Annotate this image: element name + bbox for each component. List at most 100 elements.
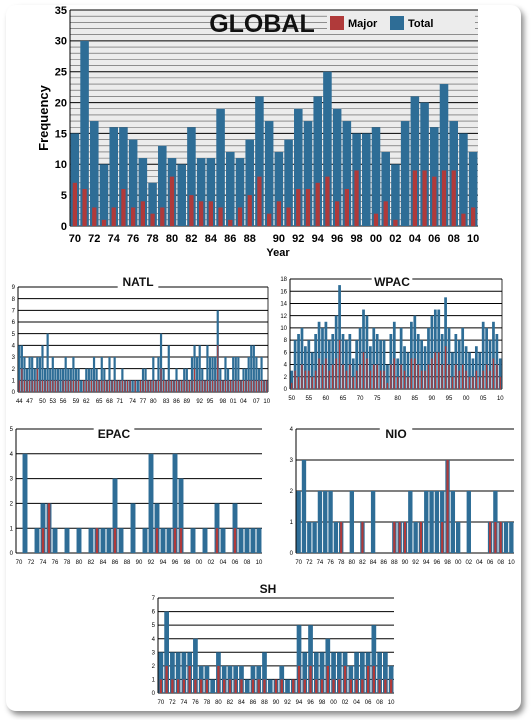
sh-major-bar: [274, 679, 278, 693]
global-major-bar: [451, 170, 456, 226]
epac-total-bar: [106, 528, 112, 553]
epac-xtick-label: 04: [220, 560, 227, 566]
nio-total-bar: [296, 491, 301, 553]
sh-major-bar: [315, 679, 318, 693]
global-total-bar: [177, 164, 186, 226]
global-total-bar: [459, 133, 468, 226]
sh-major-bar: [176, 679, 180, 693]
natl-major-bar: [170, 380, 172, 392]
natl-major-bar: [114, 380, 116, 392]
epac-total-bar: [220, 528, 226, 553]
global-total-bar: [99, 164, 109, 226]
global-ytick-label: 30: [55, 36, 67, 48]
natl-major-bar: [209, 380, 211, 392]
nio-xtick-label: 78: [338, 560, 345, 566]
wpac-major-bar: [499, 376, 501, 389]
natl-ytick-label: 2: [12, 367, 16, 373]
global-xtick-label: 92: [292, 233, 304, 245]
global-total-bar: [80, 40, 89, 226]
nio-xtick-label: 82: [359, 560, 366, 566]
natl-total-bar: [113, 357, 116, 392]
natl-xtick-label: 44: [16, 399, 23, 405]
sh-ytick-label: 3: [152, 650, 156, 656]
natl-major-bar: [98, 380, 100, 392]
wpac-ytick-label: 10: [280, 326, 287, 332]
natl-major-bar: [101, 380, 103, 392]
global-xtick-label: 82: [185, 233, 197, 245]
wpac-total-bar: [389, 334, 393, 389]
wpac-total-bar: [300, 327, 304, 389]
epac-total-bar: [22, 453, 28, 553]
global-total-bar: [400, 121, 410, 226]
sh-total-bar: [193, 638, 198, 693]
natl-major-bar: [142, 380, 144, 392]
wpac-xtick-label: 80: [394, 396, 401, 402]
wpac-major-bar: [342, 364, 344, 389]
wpac-total-bar: [444, 297, 447, 389]
natl-total-bar: [175, 368, 178, 392]
wpac-total-bar: [372, 327, 376, 389]
natl-ytick-label: 4: [12, 343, 16, 349]
sh-chart-svg: 0 1 2 3 4 5 6 7 70 72 74 76 78 80 82 84 86 88 90 92 94 96 98 00…: [152, 582, 395, 706]
natl-total-bar: [67, 368, 70, 392]
natl-major-bar: [39, 380, 41, 392]
epac-xtick-label: 76: [52, 560, 59, 566]
wpac-total-bar: [307, 340, 311, 389]
wpac-total-bar: [447, 327, 451, 389]
global-xtick-label: 06: [428, 233, 440, 245]
natl-ytick-label: 3: [12, 355, 16, 361]
natl-major-bar: [90, 380, 93, 392]
wpac-total-bar: [396, 358, 400, 389]
wpac-total-bar: [399, 327, 403, 389]
wpac-total-bar: [416, 334, 420, 389]
nio-xtick-label: 10: [508, 560, 515, 566]
nio-ytick-label: 4: [290, 427, 294, 433]
global-ylabel: Frequency: [36, 84, 51, 151]
global-xtick-label: 70: [69, 233, 81, 245]
sh-total-bar: [319, 652, 325, 693]
wpac-major-bar: [420, 370, 423, 389]
wpac-major-bar: [379, 370, 382, 389]
natl-major-bar: [165, 380, 167, 392]
global-total-bar: [323, 71, 332, 226]
nio-total-bar: [408, 491, 413, 553]
nio-major-bar: [494, 522, 497, 553]
nio-major-bar: [446, 460, 449, 553]
wpac-major-bar: [468, 376, 471, 389]
natl-total-bar: [237, 357, 240, 392]
sh-major-bar: [228, 679, 232, 693]
wpac-major-bar: [355, 370, 358, 389]
natl-major-bar: [88, 380, 90, 392]
natl-major-bar: [26, 380, 28, 392]
natl-xtick-label: 74: [129, 399, 136, 405]
natl-major-bar: [96, 380, 98, 392]
wpac-xtick-label: 00: [463, 396, 470, 402]
nio-xtick-label: 02: [465, 560, 472, 566]
wpac-major-bar: [485, 364, 488, 389]
sh-major-bar: [263, 679, 266, 693]
natl-major-bar: [157, 380, 160, 392]
wpac-total-bar: [351, 358, 355, 389]
wpac-major-bar: [465, 370, 467, 389]
global-total-bar: [410, 96, 420, 227]
nio-total-bar: [450, 491, 456, 553]
epac-xtick-label: 00: [196, 560, 203, 566]
sh-xtick-label: 02: [342, 700, 349, 706]
natl-major-bar: [21, 368, 23, 392]
natl-xtick-label: 50: [39, 399, 46, 405]
sh-xtick-label: 92: [284, 700, 291, 706]
sh-total-bar: [336, 652, 342, 693]
wpac-total-bar: [334, 315, 338, 389]
global-total-bar: [148, 182, 157, 226]
wpac-major-bar: [345, 370, 348, 389]
natl-major-bar: [116, 380, 118, 392]
sh-xtick-label: 98: [319, 700, 326, 706]
sh-xtick-label: 76: [192, 700, 199, 706]
epac-total-bar: [244, 528, 250, 553]
global-ytick-label: 10: [55, 159, 67, 171]
global-ytick-label: 15: [55, 128, 67, 140]
natl-major-bar: [121, 380, 123, 392]
wpac-major-bar: [472, 376, 474, 389]
global-major-bar: [471, 207, 476, 226]
natl-total-bar: [90, 368, 93, 392]
